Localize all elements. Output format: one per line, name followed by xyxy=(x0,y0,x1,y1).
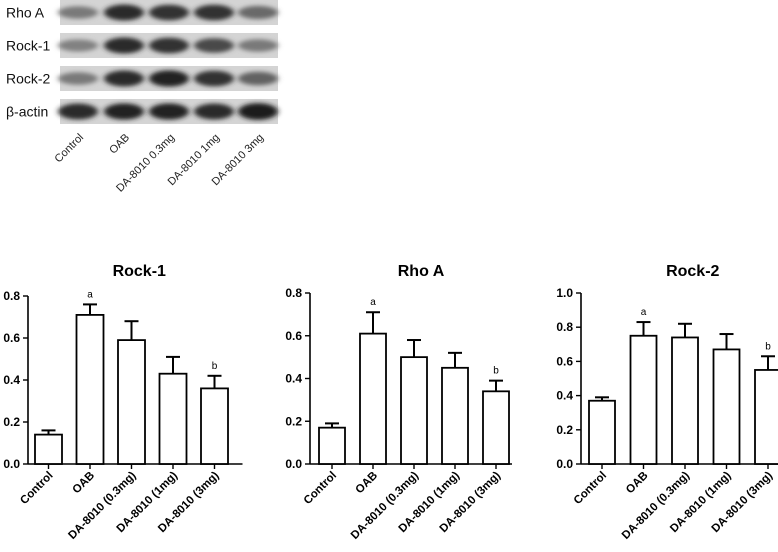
y-tick-label: 0.8 xyxy=(3,289,20,303)
blot-band xyxy=(104,103,144,120)
blot-band xyxy=(149,37,189,54)
blot-band xyxy=(104,37,144,54)
bar-da-8010-3mg xyxy=(200,387,229,465)
blot-band xyxy=(238,5,278,20)
rock1-bar-chart: Rock-10.00.20.40.60.8ControlaOABDA-8010 … xyxy=(3,263,243,542)
significance-label: b xyxy=(493,366,499,377)
blot-band xyxy=(149,103,189,120)
blot-row-label: Rock-1 xyxy=(6,38,51,54)
bar-control xyxy=(34,433,63,465)
bar-da-8010-0-3mg xyxy=(117,339,146,465)
rock2-bar-chart: Rock-20.00.20.40.60.81.0ControlaOABDA-80… xyxy=(556,263,778,542)
blot-band xyxy=(58,103,98,120)
blot-row-label: Rock-2 xyxy=(6,71,51,87)
bar-control xyxy=(588,399,616,465)
bar-oab xyxy=(629,334,658,465)
bar-da-8010-3mg xyxy=(482,390,510,465)
y-tick-label: 0.2 xyxy=(285,414,302,428)
blot-band xyxy=(104,4,144,21)
bar-da-8010-1mg xyxy=(712,348,741,465)
bar-control xyxy=(318,426,346,465)
significance-label: b xyxy=(212,361,218,372)
bar-oab xyxy=(359,332,387,465)
chart-title: Rock-1 xyxy=(113,263,166,280)
y-tick-label: 0.2 xyxy=(556,423,573,437)
significance-label: a xyxy=(87,289,93,300)
y-tick-label: 0.4 xyxy=(285,372,302,386)
y-tick-label: 0.6 xyxy=(556,354,573,368)
y-tick-label: 0.6 xyxy=(285,329,302,343)
bar-da-8010-1mg xyxy=(158,372,188,465)
blot-row-label: β-actin xyxy=(6,104,48,120)
blot-row-label: Rho A xyxy=(6,5,45,21)
x-category-label: OAB xyxy=(354,470,381,497)
bar-da-8010-0-3mg xyxy=(400,356,428,465)
chart-title: Rho A xyxy=(398,263,445,280)
significance-label: a xyxy=(370,297,376,308)
x-category-label: OAB xyxy=(624,470,651,497)
y-tick-label: 0.8 xyxy=(285,286,302,300)
blot-band xyxy=(238,39,278,52)
blot-band xyxy=(194,38,234,53)
y-tick-label: 1.0 xyxy=(556,286,573,300)
bar-da-8010-3mg xyxy=(754,369,778,465)
blot-lane-label: OAB xyxy=(107,132,132,157)
y-tick-label: 0.6 xyxy=(3,331,20,345)
bar-oab xyxy=(75,314,105,465)
x-category-label: Control xyxy=(18,470,55,507)
blot-band xyxy=(194,70,234,87)
blot-band xyxy=(149,70,189,87)
x-category-label: Control xyxy=(572,470,609,507)
significance-label: a xyxy=(641,307,647,318)
x-category-label: OAB xyxy=(71,470,98,497)
blot-row-rho-a: Rho A xyxy=(6,0,278,25)
blot-band xyxy=(58,6,98,19)
significance-label: b xyxy=(765,341,771,352)
y-tick-label: 0.0 xyxy=(3,457,20,471)
blot-band xyxy=(149,4,189,21)
blot-band xyxy=(194,4,234,21)
bar-da-8010-0-3mg xyxy=(671,336,699,465)
bar-da-8010-1mg xyxy=(441,366,469,465)
y-tick-label: 0.8 xyxy=(556,320,573,334)
blot-band xyxy=(58,72,98,85)
chart-title: Rock-2 xyxy=(666,263,719,280)
blot-band xyxy=(194,103,234,120)
blot-band xyxy=(238,71,278,86)
blot-row-actin: β-actin xyxy=(6,99,278,124)
y-tick-label: 0.2 xyxy=(3,415,20,429)
blot-row-rock-2: Rock-2 xyxy=(6,66,278,91)
blot-lane-label: Control xyxy=(53,132,87,166)
blot-band xyxy=(238,103,278,120)
blot-band xyxy=(58,39,98,52)
y-tick-label: 0.0 xyxy=(556,457,573,471)
y-tick-label: 0.0 xyxy=(285,457,302,471)
blot-row-rock-1: Rock-1 xyxy=(6,33,278,58)
y-tick-label: 0.4 xyxy=(3,373,20,387)
y-tick-label: 0.4 xyxy=(556,389,573,403)
x-category-label: Control xyxy=(302,470,339,507)
blot-band xyxy=(104,70,144,87)
